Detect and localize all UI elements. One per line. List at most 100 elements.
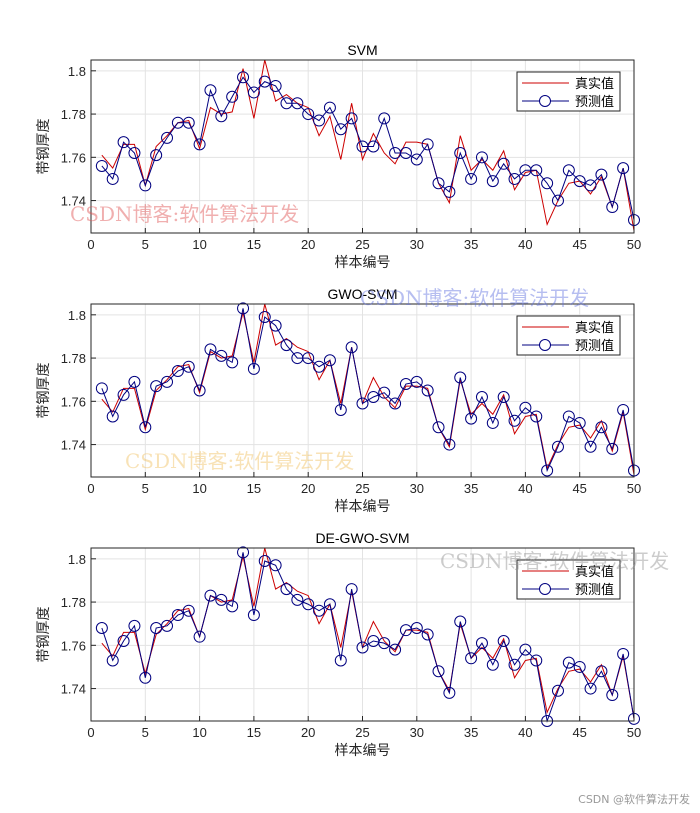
legend-label: 真实值 [575, 320, 614, 335]
data-point [204, 589, 217, 602]
data-point [367, 140, 380, 153]
data-point [519, 643, 532, 656]
data-point [323, 101, 336, 114]
data-point [258, 75, 271, 88]
data-point [606, 201, 619, 214]
x-tick-label: 40 [518, 725, 532, 740]
data-point [139, 671, 152, 684]
data-point [454, 371, 467, 384]
x-axis-label: 样本编号 [335, 498, 391, 514]
data-point [313, 114, 326, 127]
data-point [291, 593, 304, 606]
data-point [95, 382, 108, 395]
y-tick-label: 1.74 [61, 682, 86, 697]
data-point [226, 600, 239, 613]
x-tick-label: 45 [572, 237, 586, 252]
data-point [551, 684, 564, 697]
y-axis-label: 带钢厚度 [35, 119, 51, 175]
x-tick-label: 45 [572, 725, 586, 740]
x-tick-label: 50 [627, 481, 641, 496]
data-point [378, 386, 391, 399]
data-point [204, 84, 217, 97]
data-point [389, 397, 402, 410]
data-point [595, 168, 608, 181]
data-point [443, 438, 456, 451]
y-tick-label: 1.76 [61, 638, 86, 653]
data-point [128, 146, 141, 159]
data-point [562, 410, 575, 423]
x-axis-label: 样本编号 [335, 254, 391, 270]
x-tick-label: 20 [301, 481, 315, 496]
data-point [508, 172, 521, 185]
data-point [617, 647, 630, 660]
data-point [432, 177, 445, 190]
data-point [182, 116, 195, 129]
data-point [204, 343, 217, 356]
data-point [345, 341, 358, 354]
data-point [378, 637, 391, 650]
data-point [530, 410, 543, 423]
axes-box [90, 547, 635, 722]
watermark: CSDN博客:软件算法开发 [70, 202, 300, 226]
data-point [226, 90, 239, 103]
subplot-title: SVM [347, 42, 377, 58]
data-point [258, 554, 271, 567]
y-tick-label: 1.76 [61, 394, 86, 409]
data-point [606, 689, 619, 702]
credit-text: CSDN @软件算法开发 [578, 793, 690, 806]
legend-label: 真实值 [575, 76, 614, 91]
data-point [193, 138, 206, 151]
data-point [334, 654, 347, 667]
watermark: CSDN博客:软件算法开发 [440, 549, 670, 573]
x-tick-label: 10 [192, 725, 206, 740]
y-tick-label: 1.8 [68, 308, 86, 323]
data-point [432, 665, 445, 678]
data-point [106, 654, 119, 667]
data-point [606, 442, 619, 455]
data-point [345, 112, 358, 125]
x-tick-label: 50 [627, 237, 641, 252]
data-point [117, 136, 130, 149]
data-point [421, 628, 434, 641]
data-point [465, 412, 478, 425]
data-point [334, 123, 347, 136]
data-point [432, 421, 445, 434]
data-point [215, 593, 228, 606]
data-point [486, 658, 499, 671]
data-point [269, 79, 282, 92]
x-tick-label: 30 [410, 237, 424, 252]
legend-marker [539, 95, 551, 107]
data-point [530, 654, 543, 667]
x-axis-label: 样本编号 [335, 742, 391, 758]
data-point [128, 619, 141, 632]
data-point [182, 604, 195, 617]
data-point [595, 421, 608, 434]
data-point [302, 352, 315, 365]
y-tick-label: 1.78 [61, 107, 86, 122]
x-tick-label: 15 [247, 237, 261, 252]
x-tick-label: 35 [464, 481, 478, 496]
data-point [367, 390, 380, 403]
watermark: CSDN博客:软件算法开发 [360, 286, 590, 310]
legend-label: 真实值 [575, 564, 614, 579]
x-tick-label: 5 [142, 725, 149, 740]
data-point [161, 619, 174, 632]
data-point [356, 397, 369, 410]
data-point [378, 112, 391, 125]
data-point [269, 319, 282, 332]
data-point [128, 375, 141, 388]
data-point [106, 410, 119, 423]
x-tick-label: 45 [572, 481, 586, 496]
subplot-2: 0 5 10 15 20 25 30 35 40 45 50 1.74 1.76 1.78 1.8 GWO-S… [35, 286, 641, 514]
data-point [280, 583, 293, 596]
data-point [454, 146, 467, 159]
data-point [410, 622, 423, 635]
series-line-predicted [101, 308, 635, 473]
legend-marker [539, 339, 551, 351]
data-point [323, 598, 336, 611]
legend-box [516, 71, 621, 112]
y-tick-label: 1.8 [68, 64, 86, 79]
